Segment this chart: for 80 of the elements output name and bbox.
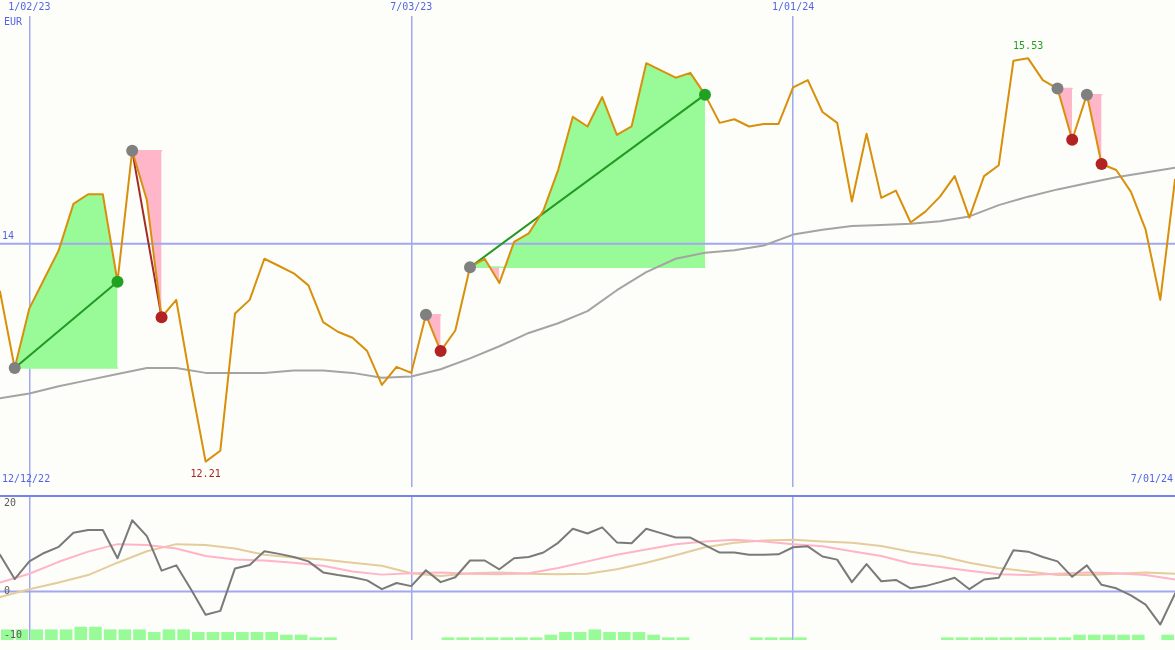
point [1051,82,1064,95]
bar [588,629,602,640]
bar [206,632,220,640]
point [1080,88,1093,101]
point [111,275,124,288]
bar [529,637,543,640]
bar [147,632,161,640]
bar [515,637,528,640]
bar [632,632,646,640]
bar [265,632,279,640]
x-tick-label: 7/03/23 [390,0,433,12]
bar [294,634,308,640]
annotation: 12.21 [190,468,221,480]
bar [1058,637,1072,640]
bar [617,632,631,640]
bar [456,637,469,640]
bar [89,626,102,640]
bar [750,637,763,640]
bar [603,632,616,640]
point [464,261,476,274]
annotation: 14 [2,230,15,242]
bar [221,632,234,640]
bar [118,629,132,640]
bar [1087,634,1101,640]
bar [133,629,146,640]
text: 7/01/24 [1130,472,1173,484]
x-tick-label: 1/02/23 [8,0,51,12]
bar [191,632,205,640]
y-tick-label: 20 [4,496,17,508]
bar [955,637,969,640]
annotation: 15.53 [1013,39,1044,51]
bar [1117,634,1130,640]
bar [280,634,293,640]
bar [324,637,337,640]
bar [250,632,264,640]
point [155,311,168,324]
bar [999,637,1013,640]
bar [500,637,514,640]
point [1066,133,1079,146]
bar [1161,634,1174,640]
y-axis-title: EUR [4,15,24,27]
bar [1029,637,1042,640]
text: 12/12/22 [2,472,51,484]
point [434,345,447,358]
bar [485,637,499,640]
bar [103,629,117,640]
bar [1102,634,1116,640]
point [126,144,139,157]
bar [779,637,793,640]
bar [45,629,58,640]
bar [30,629,44,640]
bar [764,637,778,640]
bar [441,637,455,640]
bar [573,632,587,640]
bar [177,629,190,640]
bar [1131,634,1145,640]
bar [559,632,572,640]
bar [647,634,660,640]
x-tick-label: 1/01/24 [772,0,815,12]
point [699,88,711,101]
bar [309,637,323,640]
point [1095,157,1108,170]
bar [1014,637,1028,640]
point [419,308,432,321]
bar [236,632,249,640]
bar [544,634,558,640]
bar [985,637,998,640]
bar [941,637,954,640]
bar [970,637,984,640]
y-tick-label: 0 [4,585,11,596]
bar [661,637,675,640]
bar [162,629,176,640]
bar [1073,634,1086,640]
bar [676,637,690,640]
bar [471,637,484,640]
bar [794,637,807,640]
point [8,362,21,375]
bar [59,629,73,640]
bar [1043,637,1057,640]
bar [74,626,88,640]
